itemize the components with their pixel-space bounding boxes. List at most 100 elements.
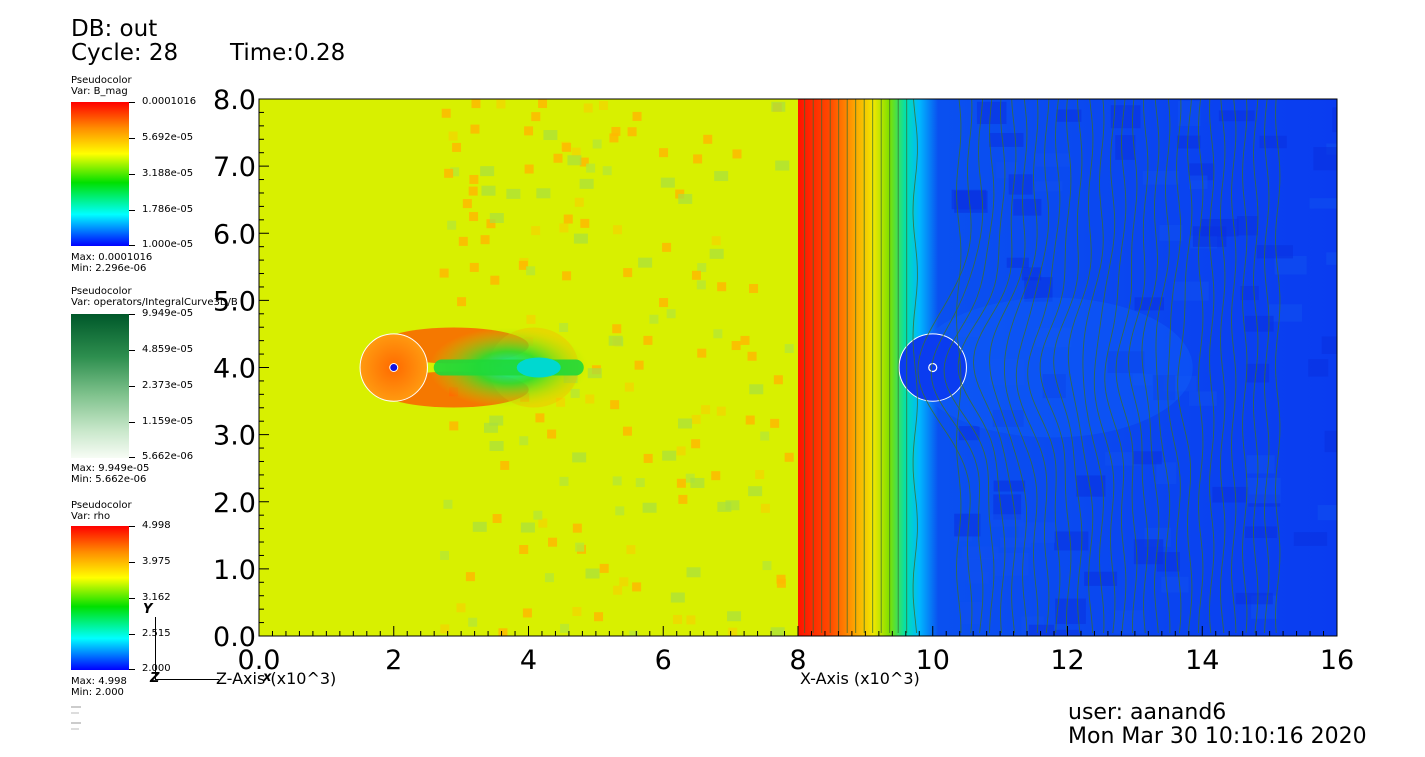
field-cell: [583, 103, 593, 113]
legend-tick-mark: [129, 174, 135, 175]
field-cell: [740, 335, 750, 345]
field-cell: [1156, 462, 1177, 485]
field-cell: [1177, 135, 1201, 149]
legend-tick-label: 2.000: [142, 663, 171, 674]
field-cell: [673, 614, 683, 624]
streamline: [1231, 99, 1237, 634]
field-cell: [547, 429, 557, 439]
field-cell: [496, 99, 506, 109]
field-cell: [615, 506, 625, 516]
field-cell: [610, 400, 620, 410]
field-cell: [954, 513, 981, 537]
streamline: [930, 99, 984, 634]
field-cell: [1313, 147, 1337, 171]
legend-tick-mark: [129, 526, 135, 527]
field-cell: [439, 268, 449, 278]
field-cell: [1188, 175, 1208, 189]
field-cell: [629, 630, 639, 636]
field-cell: [728, 627, 738, 636]
legend-tick-mark: [129, 598, 135, 599]
field-cell: [468, 617, 478, 627]
field-cell: [612, 476, 622, 486]
field-cell: [662, 242, 672, 252]
field-cell: [711, 471, 721, 481]
y-tick-label: 2.0: [213, 488, 256, 519]
field-cell: [1308, 359, 1329, 377]
streamline: [1198, 99, 1204, 634]
field-cell: [585, 568, 600, 579]
field-cell: [489, 213, 504, 224]
field-cell: [1235, 592, 1273, 605]
field-cell: [490, 275, 500, 285]
field-cell: [959, 601, 983, 625]
field-cell: [548, 537, 558, 547]
field-cell: [632, 111, 642, 121]
legend-tick-mark: [129, 457, 135, 458]
field-cell: [784, 344, 794, 354]
triad-y-line: [155, 617, 156, 679]
field-cell: [717, 282, 727, 292]
streamline: [1027, 99, 1061, 634]
field-cell: [447, 220, 457, 230]
field-cell: [1274, 255, 1307, 275]
legend-min: Min: 2.296e-06: [71, 263, 147, 274]
field-cell: [762, 561, 772, 571]
streamline: [1177, 99, 1193, 634]
field-cell: [716, 406, 726, 416]
field-cell: [727, 611, 742, 622]
legend-max: Max: 4.998: [71, 676, 127, 687]
legend-tick-mark: [129, 422, 135, 423]
legend-tick-mark: [129, 669, 135, 670]
field-cell: [770, 418, 780, 428]
legend-colorbar: [71, 102, 129, 246]
field-cell: [471, 99, 481, 109]
field-cell: [1156, 552, 1180, 572]
database-label: DB: out: [71, 16, 158, 42]
field-cell: [559, 223, 569, 233]
field-cell: [452, 142, 462, 152]
field-cell: [1246, 455, 1275, 474]
field-cell: [1021, 267, 1042, 281]
y-axis: 0.0 1.0 2.0 3.0 4.0 5.0 6.0 7.0 8.0: [213, 85, 269, 653]
field-cell: [524, 126, 534, 136]
legend-colorbar: [71, 526, 129, 670]
faint-mark: [71, 712, 79, 714]
field-cell: [623, 268, 633, 278]
streamline: [956, 99, 962, 633]
legend-tick-label: 5.662e-06: [142, 451, 194, 462]
user-label: user: aanand6: [1068, 700, 1227, 725]
field-cell: [533, 510, 543, 520]
field-cell: [638, 257, 653, 268]
legend-tick-mark: [129, 634, 135, 635]
streamline: [957, 99, 1006, 634]
legend-variable: Var: operators/IntegralCurve3D/B: [71, 297, 238, 308]
field-cell: [1133, 451, 1162, 465]
faint-mark: [71, 706, 81, 708]
field-cell: [678, 418, 693, 429]
field-cell: [559, 476, 569, 486]
field-cell: [440, 624, 450, 634]
field-cell: [498, 628, 508, 636]
field-cell: [622, 426, 632, 436]
field-cell: [469, 262, 479, 272]
legend-tick-label: 4.998: [142, 520, 171, 531]
field-cell: [599, 100, 609, 110]
obstacle-circle: [898, 333, 967, 402]
field-cell: [643, 453, 653, 463]
streamline: [917, 99, 973, 634]
field-cell: [1161, 576, 1189, 593]
y-tick-label: 1.0: [213, 555, 256, 586]
field-cell: [1259, 135, 1287, 149]
field-cell: [649, 314, 659, 324]
legend-tick-mark: [129, 138, 135, 139]
field-cell: [492, 514, 502, 524]
x-axis-left: 0.0 2 4 6 8: [238, 626, 807, 676]
field-cell: [691, 270, 701, 280]
legend-plot-type: Pseudocolor: [71, 500, 132, 511]
field-cell: [731, 341, 741, 351]
x-tick-label: 0.0: [238, 645, 281, 676]
field-cell: [506, 188, 521, 199]
field-cell: [994, 552, 1029, 576]
field-cell: [1132, 373, 1153, 386]
field-cell: [624, 382, 634, 392]
